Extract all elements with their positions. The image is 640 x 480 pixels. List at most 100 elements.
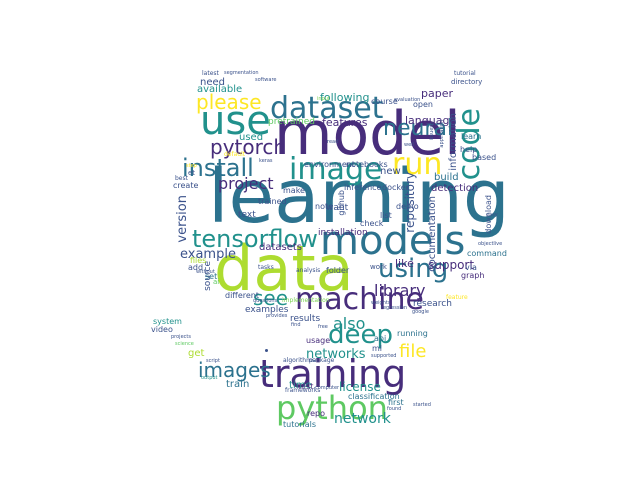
word-inference: inference <box>344 183 382 192</box>
word-folder: folder <box>326 266 350 275</box>
word-video: video <box>151 325 173 334</box>
word-tutorial: tutorial <box>454 70 476 77</box>
word-application: application <box>439 120 445 148</box>
word-use: use <box>200 98 271 144</box>
word-following: following <box>320 91 370 104</box>
word-run: run <box>392 147 443 182</box>
word-supported: supported <box>371 353 397 359</box>
word-different: different <box>225 291 259 300</box>
word-read: read <box>327 139 339 145</box>
word-open: open <box>413 100 433 109</box>
word-detection: detection <box>431 183 479 194</box>
word-need: need <box>200 77 225 88</box>
word-datasets: datasets <box>259 242 303 253</box>
word-text: text <box>238 210 256 220</box>
word-feature: feature <box>446 294 468 301</box>
word-usage: usage <box>306 336 331 345</box>
word-analysis: analysis <box>296 267 321 274</box>
word-files: files <box>190 256 207 265</box>
word-science: science <box>175 341 194 347</box>
word-github: github <box>337 190 346 216</box>
word-training: training <box>259 352 407 396</box>
word-segmentation: segmentation <box>224 70 259 76</box>
word-install: install <box>182 154 254 182</box>
word-weights: weights <box>371 300 391 306</box>
word-step: step <box>186 163 197 169</box>
word-network: network <box>334 411 391 427</box>
word-used: used <box>239 132 264 143</box>
word-like: like <box>395 257 414 270</box>
word-objectlive: objectlive <box>478 241 503 247</box>
word-implementation: implementation <box>282 297 330 304</box>
word-easy: easy <box>486 212 498 218</box>
word-course: course <box>371 97 398 106</box>
word-graph: graph <box>461 271 485 280</box>
word-system: system <box>153 317 182 326</box>
word-models: models <box>320 218 466 264</box>
word-via: via <box>465 263 477 272</box>
word-software: software <box>255 77 277 83</box>
word-image: image <box>289 152 383 187</box>
word-ai: ai <box>213 278 220 286</box>
word-based: based <box>472 153 497 162</box>
word-note: note <box>315 202 334 211</box>
word-best: best <box>175 175 188 182</box>
word-images: images <box>198 358 271 382</box>
word-latest: latest <box>202 70 219 77</box>
word-command: command <box>467 249 507 258</box>
word-file: file <box>399 341 427 362</box>
word-support: support <box>428 258 475 272</box>
word-learn: learn <box>461 132 482 141</box>
word-evaluation: evaluation <box>394 97 421 103</box>
word-machine: machine <box>295 282 424 317</box>
word-algorithms: algorithms <box>283 357 316 364</box>
word-data: data <box>214 232 354 305</box>
word-license: license <box>339 380 381 394</box>
word-see: see <box>253 286 289 310</box>
word-computer: computer <box>315 385 340 391</box>
word-new: new <box>380 166 401 177</box>
word-frameworks: frameworks <box>285 387 321 394</box>
word-check: check <box>360 219 384 228</box>
word-time: time <box>289 380 312 391</box>
word-notebooks: notebooks <box>346 160 388 169</box>
word-google: google <box>412 309 429 315</box>
word-repo: repo <box>307 409 326 418</box>
word-api: api <box>374 334 387 343</box>
word-default: default <box>224 151 246 158</box>
word-projects: projects <box>171 334 191 340</box>
word-input: input <box>317 96 330 102</box>
word-tasks: tasks <box>258 264 274 271</box>
word-version: version <box>175 195 190 243</box>
word-keras: keras <box>259 158 273 164</box>
word-package: package <box>309 357 335 364</box>
word-environment: environment <box>304 160 355 169</box>
shape-dot <box>265 349 268 352</box>
word-also: also <box>333 314 366 333</box>
word-project: project <box>218 174 274 193</box>
word-running: running <box>397 329 428 338</box>
word-installation: installation <box>318 228 368 238</box>
word-classification: classification <box>348 392 400 401</box>
word-trained: trained <box>258 197 287 206</box>
word-issues: issues <box>429 125 435 141</box>
word-set: set <box>205 272 218 281</box>
word-want: want <box>326 203 349 213</box>
word-ml: ml <box>372 344 383 353</box>
word-docker: docker <box>382 183 409 192</box>
word-output: output <box>201 375 218 381</box>
word-examples: examples <box>245 305 289 315</box>
word-example: example <box>180 247 236 262</box>
word-paper: paper <box>421 87 453 100</box>
word-regression: regression <box>381 305 408 311</box>
word-build: build <box>434 172 459 183</box>
word-without: without <box>196 269 215 275</box>
word-information: information <box>448 113 459 171</box>
word-well: well <box>404 142 414 148</box>
word-available: available <box>197 84 243 95</box>
word-documentation: documentation <box>427 196 438 272</box>
word-tutorials: tutorials <box>283 420 317 429</box>
word-free: free <box>318 324 328 330</box>
word-create: create <box>173 181 199 190</box>
